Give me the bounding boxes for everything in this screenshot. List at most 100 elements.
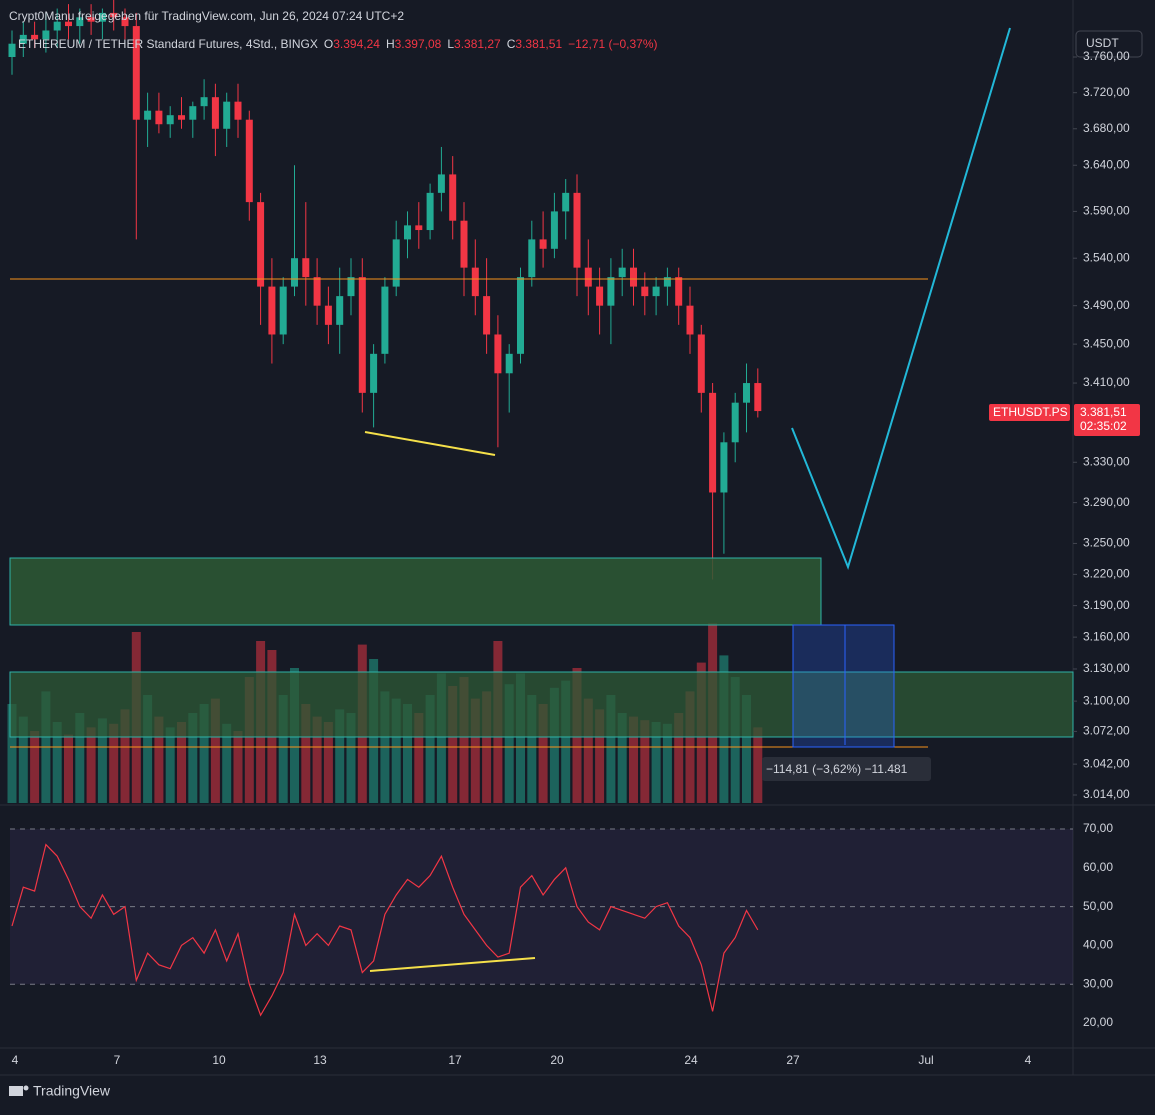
volume-bar (403, 704, 412, 803)
candle-body (573, 192, 581, 268)
support-zone (9, 557, 822, 626)
candle-body (200, 97, 208, 107)
candle-body (652, 286, 660, 297)
rsi-pane (10, 810, 1073, 1045)
volume-bar (346, 713, 356, 803)
volume-bar (549, 687, 559, 803)
symbol-tag (989, 404, 1070, 421)
time-label: 13 (313, 1053, 327, 1067)
volume-bar (414, 713, 424, 803)
candle-body (189, 106, 197, 120)
candle-body (449, 174, 457, 221)
volume-bar (335, 709, 345, 803)
candle-body (336, 296, 344, 325)
candle-body (460, 220, 468, 268)
volume-bar (120, 709, 130, 803)
candle-body (347, 277, 355, 297)
candle-body (550, 211, 558, 249)
volume-bar (459, 677, 469, 803)
volume-bar (278, 695, 288, 803)
price-tick-label: 3.540,00 (1083, 250, 1130, 264)
candle-body (471, 267, 479, 297)
volume-bar (583, 698, 593, 803)
time-label: 4 (1025, 1053, 1032, 1067)
volume-bar (470, 698, 480, 803)
volume-bar (177, 722, 186, 803)
candle-body (53, 21, 61, 31)
volume-bar (52, 722, 62, 803)
candle-body (505, 353, 513, 374)
candle-body (65, 21, 72, 27)
candle-body (686, 305, 694, 335)
candle-body (562, 192, 570, 212)
price-tick-label: 3.042,00 (1083, 756, 1130, 770)
volume-bar (97, 718, 107, 803)
volume-bar (753, 727, 763, 803)
symbol: ETHEREUM / TETHER Standard Futures, 4Std… (18, 37, 318, 51)
h-key: H (386, 37, 395, 51)
volume-bar (210, 698, 220, 803)
candle-body (528, 239, 536, 278)
candle-body (144, 110, 152, 120)
candle-body (697, 334, 705, 393)
candle-body (404, 225, 411, 240)
volume-bar (222, 723, 232, 803)
candle-body (121, 17, 129, 27)
volume-bar (730, 677, 740, 803)
candle-body (663, 277, 671, 287)
candle-body (517, 277, 524, 354)
measure-label-bg (762, 757, 931, 781)
candle-body (178, 115, 185, 120)
volume-bar (425, 695, 435, 803)
volume-bar (109, 723, 119, 803)
candle-body (76, 17, 84, 27)
volume-bar (143, 695, 153, 803)
price-tick-label: 3.760,00 (1083, 49, 1130, 63)
price-tick-label: 3.220,00 (1083, 567, 1130, 581)
volume-bar (75, 713, 85, 803)
candle-body (268, 286, 276, 335)
rsi-tick-label: 50,00 (1083, 899, 1113, 913)
volume-bar (742, 695, 751, 803)
time-label: 4 (12, 1053, 19, 1067)
candle-body (245, 119, 253, 203)
price-tick-label: 3.100,00 (1083, 693, 1130, 707)
volume-bar (662, 723, 672, 803)
l-key: L (447, 37, 454, 51)
volume-bar (7, 704, 17, 803)
candle-body (641, 286, 649, 297)
candle-body (731, 402, 739, 443)
candle-body (324, 305, 332, 325)
candle-body (709, 392, 717, 493)
shared-by: Crypt0Manu freigegeben für TradingView.c… (9, 9, 404, 23)
price-tag-countdown: 02:35:02 (1080, 419, 1127, 433)
volume-bar (301, 704, 311, 803)
time-label: 10 (212, 1053, 226, 1067)
candle-body (234, 101, 242, 120)
candle-body (539, 239, 547, 249)
candle-body (370, 353, 378, 393)
h-value: 3.397,08 (395, 37, 442, 51)
candle-body (313, 277, 321, 306)
divergence-line (364, 431, 496, 456)
volume-bar (244, 677, 254, 803)
candle-body (596, 286, 604, 306)
candle-body (494, 334, 502, 374)
currency-button[interactable] (1075, 30, 1143, 58)
price-tick-label: 3.130,00 (1083, 661, 1130, 675)
candle-body (31, 34, 39, 40)
candle-body (110, 12, 118, 18)
volume-bar (617, 713, 627, 803)
candle-body (211, 97, 219, 129)
volume-bar (651, 722, 661, 803)
price-tick-label: 3.680,00 (1083, 121, 1130, 135)
candle-body (155, 110, 163, 125)
price-tick-label: 3.640,00 (1083, 157, 1130, 171)
volume-bar (640, 720, 650, 803)
price-tick-label: 3.250,00 (1083, 536, 1130, 550)
footer-brand: TradingView (33, 1083, 111, 1099)
rsi-tick-label: 40,00 (1083, 938, 1113, 952)
volume-bar (86, 727, 96, 803)
currency-button-label[interactable]: USDT (1086, 36, 1119, 50)
legend: ETHEREUM / TETHER Standard Futures, 4Std… (18, 37, 658, 51)
